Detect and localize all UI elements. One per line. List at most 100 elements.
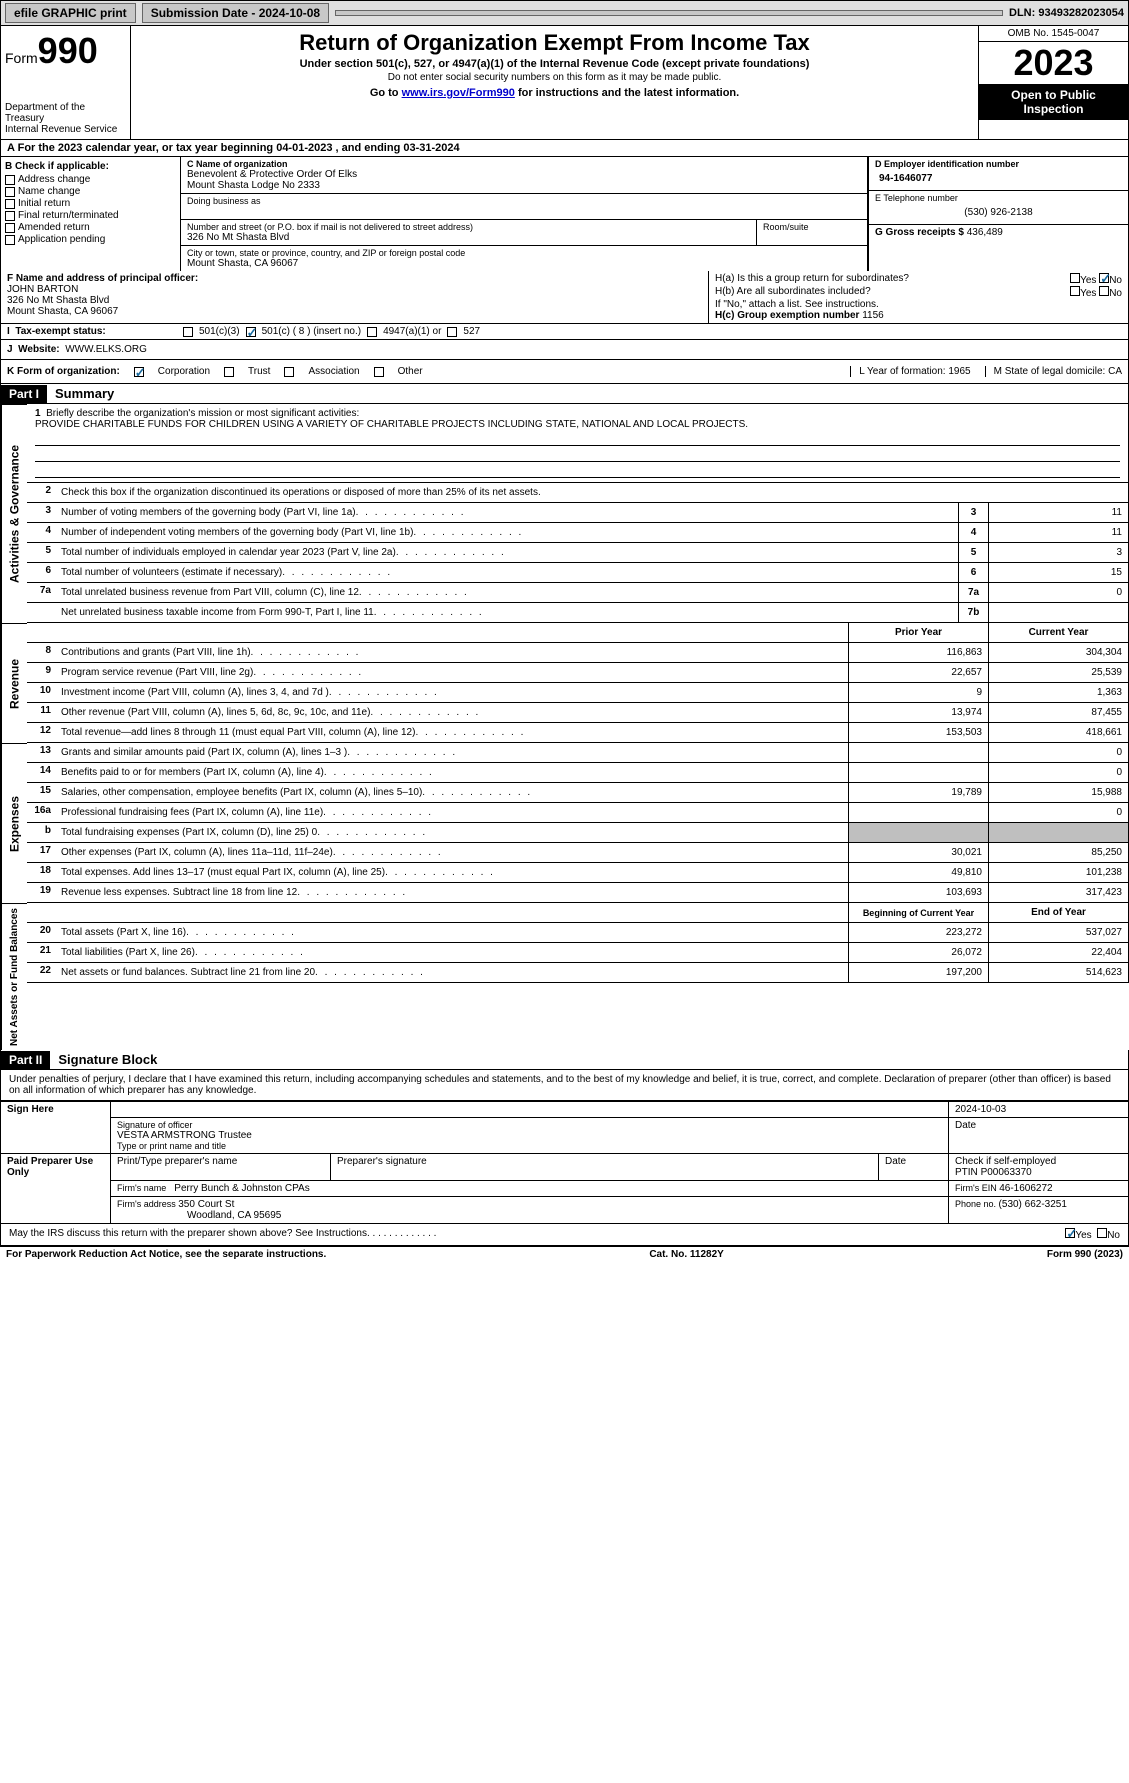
prep-sig-label: Preparer's signature	[331, 1154, 879, 1181]
firm-addr-label: Firm's address	[117, 1199, 178, 1209]
self-emp-text: Check if self-employed	[955, 1156, 1056, 1167]
rev-header-row: Prior Year Current Year	[27, 623, 1129, 643]
chk-app-pending[interactable]	[5, 235, 15, 245]
firm-name-label: Firm's name	[117, 1183, 169, 1193]
year-formation: L Year of formation: 1965	[850, 366, 970, 377]
officer-addr1: 326 No Mt Shasta Blvd	[7, 295, 702, 306]
row-h: H(a) Is this a group return for subordin…	[708, 271, 1128, 323]
irs-label: Internal Revenue Service	[5, 124, 126, 135]
chk-501c[interactable]	[246, 327, 256, 337]
goto-post: for instructions and the latest informat…	[515, 87, 739, 99]
mission-label: Briefly describe the organization's miss…	[46, 408, 359, 419]
ha-no-chk[interactable]	[1099, 273, 1109, 283]
dln-label: DLN: 93493282023054	[1009, 7, 1124, 19]
ha-yes: Yes	[1080, 275, 1096, 286]
chk-4947[interactable]	[367, 327, 377, 337]
footer: For Paperwork Reduction Act Notice, see …	[0, 1246, 1129, 1262]
footer-mid: Cat. No. 11282Y	[649, 1249, 723, 1260]
hc-label: H(c) Group exemption number	[715, 310, 862, 321]
hb-no-chk[interactable]	[1099, 286, 1109, 296]
ein-value: 94-1646077	[875, 169, 1122, 188]
form-header: Form990 Department of the Treasury Inter…	[0, 26, 1129, 140]
col-b-checkboxes: B Check if applicable: Address change Na…	[1, 157, 181, 271]
sign-here-label: Sign Here	[1, 1102, 111, 1154]
firm-addr1: 350 Court St	[178, 1199, 234, 1210]
part2-tag: Part II	[1, 1051, 50, 1069]
chk-assoc[interactable]	[284, 367, 294, 377]
part2-title: Signature Block	[50, 1050, 165, 1069]
hb-yes-chk[interactable]	[1070, 286, 1080, 296]
website-label: Website:	[18, 344, 62, 355]
tax-exempt-label: Tax-exempt status:	[15, 326, 105, 337]
discuss-no-chk[interactable]	[1097, 1228, 1107, 1238]
line-10: 10 Investment income (Part VIII, column …	[27, 683, 1129, 703]
website-value: WWW.ELKS.ORG	[65, 344, 147, 355]
goto-line: Go to www.irs.gov/Form990 for instructio…	[139, 87, 970, 99]
line-15: 15 Salaries, other compensation, employe…	[27, 783, 1129, 803]
line-8: 8 Contributions and grants (Part VIII, l…	[27, 643, 1129, 663]
discuss-yes: Yes	[1075, 1230, 1091, 1241]
chk-527[interactable]	[447, 327, 457, 337]
chk-initial-return[interactable]	[5, 199, 15, 209]
lbl-527: 527	[463, 326, 480, 337]
row-j-website: J Website: WWW.ELKS.ORG	[0, 340, 1129, 360]
line-21: 21 Total liabilities (Part X, line 26) 2…	[27, 943, 1129, 963]
line2-text: Check this box if the organization disco…	[61, 487, 541, 498]
line-b: b Total fundraising expenses (Part IX, c…	[27, 823, 1129, 843]
form-word: Form	[5, 50, 38, 66]
lbl-initial-return: Initial return	[18, 198, 70, 209]
chk-corp[interactable]	[134, 367, 144, 377]
gross-label: G Gross receipts $	[875, 227, 964, 238]
self-employed-check: Check if self-employed	[955, 1156, 1122, 1167]
chk-name-change[interactable]	[5, 187, 15, 197]
tel-value: (530) 926-2138	[875, 203, 1122, 222]
org-name-1: Benevolent & Protective Order Of Elks	[187, 169, 861, 180]
ha-yes-chk[interactable]	[1070, 273, 1080, 283]
side-revenue: Revenue	[1, 623, 27, 743]
hb-note: If "No," attach a list. See instructions…	[715, 299, 1122, 310]
sig-officer-name: VESTA ARMSTRONG Trustee	[117, 1130, 942, 1141]
irs-link[interactable]: www.irs.gov/Form990	[402, 87, 515, 99]
submission-date: Submission Date - 2024-10-08	[142, 3, 329, 23]
line-20: 20 Total assets (Part X, line 16) 223,27…	[27, 923, 1129, 943]
lbl-corp: Corporation	[158, 366, 210, 377]
form-org-label: K Form of organization:	[7, 366, 120, 377]
lbl-amended: Amended return	[18, 222, 90, 233]
discuss-row: May the IRS discuss this return with the…	[0, 1224, 1129, 1246]
ein-label: D Employer identification number	[875, 159, 1122, 169]
part1-title: Summary	[47, 384, 122, 403]
line-19: 19 Revenue less expenses. Subtract line …	[27, 883, 1129, 903]
sig-date: 2024-10-03	[949, 1102, 1129, 1118]
chk-other[interactable]	[374, 367, 384, 377]
chk-trust[interactable]	[224, 367, 234, 377]
room-label: Room/suite	[763, 222, 861, 232]
form-subtitle: Under section 501(c), 527, or 4947(a)(1)…	[139, 58, 970, 70]
ptin-label: PTIN	[955, 1167, 978, 1178]
lbl-final-return: Final return/terminated	[18, 210, 119, 221]
lbl-name-change: Name change	[18, 186, 80, 197]
section-governance: Activities & Governance 1 Briefly descri…	[0, 404, 1129, 623]
tel-label: E Telephone number	[875, 193, 1122, 203]
paid-preparer-label: Paid Preparer Use Only	[1, 1154, 111, 1224]
hb-no: No	[1109, 288, 1122, 299]
line-13: 13 Grants and similar amounts paid (Part…	[27, 743, 1129, 763]
footer-right: Form 990 (2023)	[1047, 1249, 1123, 1260]
hb-yes: Yes	[1080, 288, 1096, 299]
part1-tag: Part I	[1, 385, 47, 403]
hc-value: 1156	[862, 310, 884, 321]
line-22: 22 Net assets or fund balances. Subtract…	[27, 963, 1129, 983]
section-bcde: B Check if applicable: Address change Na…	[0, 157, 1129, 271]
chk-address-change[interactable]	[5, 175, 15, 185]
city-value: Mount Shasta, CA 96067	[187, 258, 861, 269]
chk-amended[interactable]	[5, 223, 15, 233]
chk-final-return[interactable]	[5, 211, 15, 221]
efile-button[interactable]: efile GRAPHIC print	[5, 3, 136, 23]
name-org-label: C Name of organization	[187, 159, 861, 169]
col-cde: C Name of organization Benevolent & Prot…	[181, 157, 1128, 271]
mission-text: PROVIDE CHARITABLE FUNDS FOR CHILDREN US…	[35, 419, 748, 430]
chk-501c3[interactable]	[183, 327, 193, 337]
gross-value: 436,489	[967, 227, 1003, 238]
form-subtitle2: Do not enter social security numbers on …	[139, 72, 970, 83]
omb-number: OMB No. 1545-0047	[979, 26, 1128, 42]
discuss-yes-chk[interactable]	[1065, 1228, 1075, 1238]
